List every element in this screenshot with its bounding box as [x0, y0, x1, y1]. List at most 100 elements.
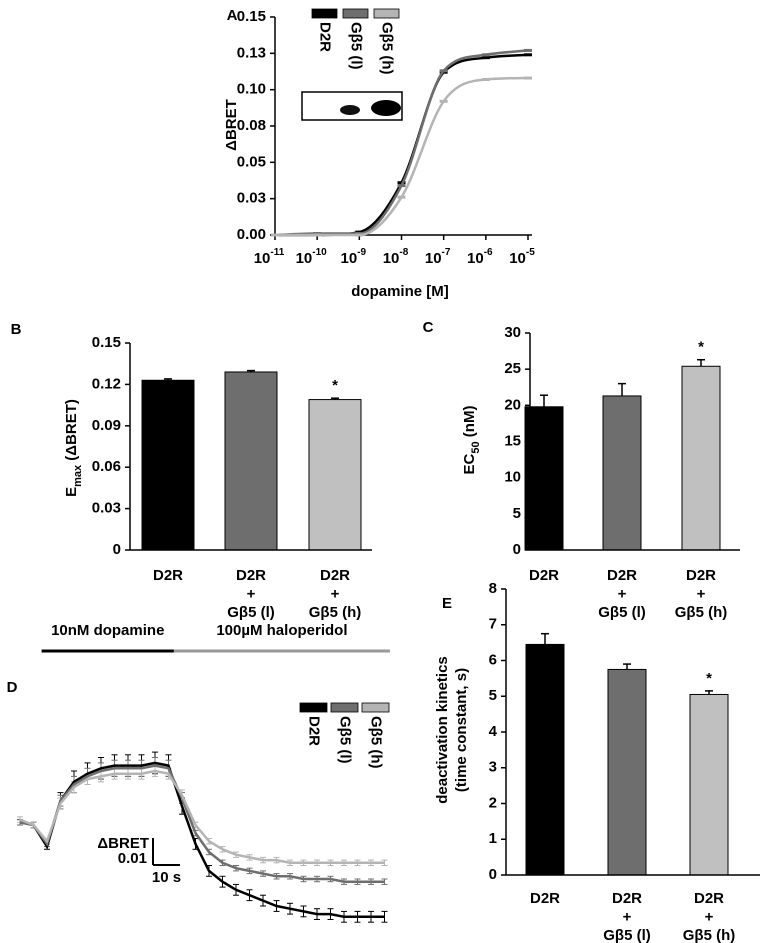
x-tick-label: D2R: [530, 890, 560, 907]
x-tick-exponent: -5: [526, 247, 535, 258]
x-tick-base: 10: [509, 250, 526, 267]
bar: [141, 379, 195, 551]
y-tick-label: 0.05: [237, 153, 266, 170]
bar: [689, 693, 729, 876]
x-tick-exponent: -10: [312, 247, 327, 258]
x-tick-label: D2R: [612, 890, 642, 907]
x-tick-label: D2R: [694, 890, 724, 907]
y-tick-label: 0.15: [237, 8, 266, 25]
x-tick-label: 10-5: [509, 247, 535, 267]
blot-band: [371, 100, 401, 116]
y-axis-label-part: (nM): [461, 406, 478, 442]
legend-swatch: [361, 702, 390, 713]
panel-label: C: [423, 319, 434, 336]
y-tick-label: 5: [513, 505, 521, 522]
y-tick-label: 0.03: [92, 500, 121, 517]
y-tick-label: 0.08: [237, 117, 266, 134]
y-axis-label-part: (ΔBRET): [63, 399, 80, 465]
x-tick-label: 10-9: [341, 247, 367, 267]
x-tick-label: Gβ5 (h): [309, 604, 362, 621]
x-tick-label: Gβ5 (l): [603, 927, 651, 943]
y-axis-label: deactivation kinetics (time constant, s): [434, 656, 470, 804]
fit-curve: [275, 53, 529, 237]
panel-label: A: [227, 7, 238, 24]
bar: [525, 643, 565, 876]
y-tick-label: 8: [489, 580, 497, 597]
panel-label: E: [442, 595, 452, 612]
y-tick-label: 0: [489, 866, 497, 883]
x-tick-label: 10-7: [425, 247, 451, 267]
y-tick-label: 25: [504, 360, 521, 377]
legend-label: D2R: [306, 716, 323, 746]
x-tick-exponent: -7: [442, 247, 451, 258]
scale-bar-y-value: 0.01: [118, 850, 147, 867]
x-tick-label: D2R: [686, 567, 716, 584]
significance-mark: *: [698, 339, 704, 356]
y-axis-label-part: EC: [461, 453, 478, 474]
y-tick-label: 3: [489, 759, 497, 776]
y-tick-label: 30: [504, 324, 521, 341]
legend-swatch: [373, 8, 400, 19]
panel-label: B: [11, 321, 22, 338]
x-tick-label: +: [247, 585, 256, 602]
legend-label: D2R: [317, 22, 334, 52]
y-tick-label: 7: [489, 616, 497, 633]
y-tick-label: 5: [489, 687, 497, 704]
x-tick-base: 10: [341, 250, 358, 267]
y-axis-label-part: (time constant, s): [453, 668, 470, 792]
western-blot: [301, 91, 403, 121]
x-tick-label: 10-10: [296, 247, 328, 267]
x-tick-label: 10-11: [254, 247, 285, 267]
y-tick-label: 0.06: [92, 458, 121, 475]
y-axis-label: Emax (ΔBRET): [63, 399, 84, 497]
x-tick-base: 10: [467, 250, 484, 267]
x-tick-base: 10: [425, 250, 442, 267]
x-tick-base: 10: [254, 250, 271, 267]
y-tick-label: 4: [489, 723, 498, 740]
x-tick-label: Gβ5 (l): [227, 604, 275, 621]
x-tick-label: Gβ5 (h): [675, 604, 728, 621]
legend-swatch: [342, 8, 369, 19]
bar: [224, 371, 278, 551]
y-tick-label: 0.15: [92, 334, 121, 351]
x-tick-label: +: [697, 585, 706, 602]
x-axis-label: dopamine [M]: [351, 283, 449, 300]
trace-line: [19, 761, 385, 919]
y-tick-label: 10: [504, 469, 521, 486]
y-tick-label: 0.12: [92, 375, 121, 392]
legend-label: Gβ5 (l): [337, 716, 354, 764]
bar: [308, 399, 362, 551]
x-tick-label: Gβ5 (h): [683, 927, 736, 943]
x-tick-label: 10-8: [383, 247, 409, 267]
x-tick-label: D2R: [529, 567, 559, 584]
y-axis-label-part: E: [63, 487, 80, 497]
scale-bar-y-label: ΔBRET: [97, 835, 149, 852]
significance-mark: *: [332, 377, 338, 394]
x-tick-label: D2R: [153, 567, 183, 584]
significance-mark: *: [706, 670, 712, 687]
scale-bar-x-label: 10 s: [152, 869, 181, 886]
x-tick-label: +: [705, 908, 714, 925]
y-axis-label-part: ΔBRET: [223, 99, 240, 151]
x-tick-base: 10: [296, 250, 313, 267]
trace-line: [19, 769, 385, 865]
bar: [681, 365, 721, 551]
y-tick-label: 0: [113, 541, 121, 558]
bar: [607, 668, 647, 876]
treatment-label: 100µM haloperidol: [216, 622, 347, 639]
bar: [602, 395, 642, 551]
y-tick-label: 20: [504, 396, 521, 413]
y-tick-label: 0: [513, 541, 521, 558]
x-tick-base: 10: [383, 250, 400, 267]
y-tick-label: 0.13: [237, 44, 266, 61]
legend-swatch: [299, 702, 328, 713]
x-tick-label: D2R: [607, 567, 637, 584]
legend-label: Gβ5 (l): [348, 22, 365, 70]
legend-swatch: [330, 702, 359, 713]
panel-label: D: [7, 679, 18, 696]
y-tick-label: 1: [489, 830, 497, 847]
y-tick-label: 0.03: [237, 190, 266, 207]
y-tick-label: 0.10: [237, 81, 266, 98]
blot-band: [340, 105, 360, 115]
